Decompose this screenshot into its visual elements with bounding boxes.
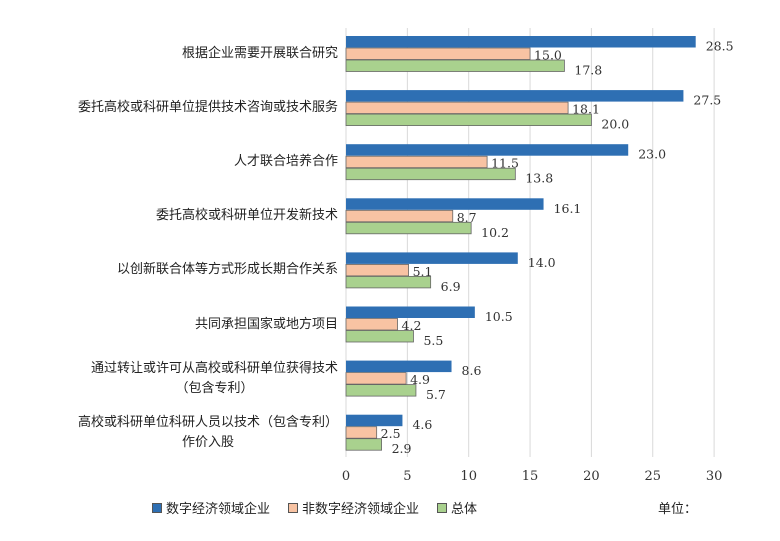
bar-1-4: [346, 252, 518, 264]
data-label: 10.5: [485, 309, 513, 324]
legend-swatch: [437, 502, 448, 513]
bar-2-4: [345, 263, 409, 277]
category-label-line: 以创新联合体等方式形成长期合作关系: [116, 262, 338, 278]
category-label: 以创新联合体等方式形成长期合作关系: [117, 260, 338, 280]
category-label: 人才联合培养合作: [234, 152, 338, 172]
legend-item: 总体: [437, 498, 477, 517]
category-label: 通过转让或许可从高校或科研单位获得技术 （包含专利）: [91, 359, 338, 399]
data-label: 16.1: [554, 201, 582, 216]
data-label: 13.8: [525, 171, 553, 186]
bar-2-6: [345, 372, 407, 385]
x-tick-label: 10: [460, 469, 477, 484]
data-label: 23.0: [638, 147, 666, 162]
data-label: 17.8: [574, 63, 602, 78]
bar-1-0: [346, 36, 696, 48]
data-label: 8.7: [457, 210, 477, 225]
data-label: 4.2: [402, 318, 422, 333]
category-label-line: （包含专利）: [175, 380, 254, 396]
data-label: 10.2: [481, 225, 509, 240]
category-label: 共同承担国家或地方项目: [195, 315, 338, 335]
legend-label: 非数字经济领域企业: [302, 502, 420, 517]
data-label: 11.5: [491, 156, 519, 171]
legend-item: 数字经济领域企业: [152, 498, 270, 517]
data-label: 8.6: [462, 363, 482, 378]
category-label-line: 人才联合培养合作: [233, 154, 338, 170]
bar-2-1: [345, 101, 569, 114]
data-label: 5.5: [423, 333, 443, 348]
legend: 数字经济领域企业 非数字经济领域企业 总体: [152, 498, 477, 517]
bar-3-6: [345, 384, 417, 397]
bar-2-3: [345, 209, 454, 223]
category-label-line: 委托高校或科研单位开发新技术: [155, 208, 338, 224]
bar-1-7: [346, 414, 403, 427]
category-label-line: 共同承担国家或地方项目: [194, 316, 338, 332]
legend-item: 非数字经济领域企业: [288, 498, 419, 517]
data-label: 4.9: [410, 372, 430, 387]
category-label-line: 委托高校或科研单位提供技术咨询或技术服务: [77, 100, 338, 116]
data-label: 6.9: [441, 279, 461, 294]
data-label: 2.5: [381, 426, 401, 441]
legend-label: 总体: [451, 502, 478, 517]
x-tick-label: 30: [706, 469, 723, 484]
x-tick-label: 15: [522, 469, 539, 484]
bar-1-1: [346, 90, 684, 102]
data-label: 27.5: [693, 93, 721, 108]
data-label: 20.0: [601, 117, 629, 132]
data-label: 15.0: [534, 48, 562, 63]
data-label: 5.1: [413, 264, 433, 279]
bar-2-7: [345, 426, 378, 439]
category-label: 委托高校或科研单位提供技术咨询或技术服务: [78, 98, 338, 118]
bar-1-6: [346, 360, 452, 373]
bar-2-2: [345, 155, 488, 169]
bar-3-5: [345, 330, 414, 343]
bar-3-0: [345, 59, 565, 72]
x-tick-label: 5: [403, 469, 411, 484]
category-label-line: 根据企业需要开展联合研究: [181, 46, 338, 61]
category-label-line: 通过转让或许可从高校或科研单位获得技术: [90, 360, 338, 376]
bar-3-4: [345, 275, 432, 289]
category-label: 根据企业需要开展联合研究: [182, 44, 338, 64]
data-label: 4.6: [412, 417, 432, 432]
data-label: 5.7: [426, 387, 446, 402]
data-label: 18.1: [572, 102, 600, 117]
category-label: 高校或科研单位科研人员以技术（包含专利） 作价入股: [78, 413, 338, 453]
bar-1-5: [346, 306, 475, 318]
legend-swatch: [152, 502, 162, 513]
x-tick-label: 0: [342, 469, 350, 484]
unit-label: 单位：: [658, 502, 698, 517]
bar-3-1: [345, 113, 592, 126]
data-label: 14.0: [528, 255, 556, 270]
x-tick-label: 25: [644, 469, 661, 484]
category-label-line: 高校或科研单位科研人员以技术（包含专利）: [77, 414, 338, 430]
bar-3-7: [345, 438, 382, 451]
data-label: 2.9: [392, 441, 412, 456]
bar-2-0: [345, 47, 531, 60]
x-tick-label: 20: [583, 469, 600, 484]
data-label: 28.5: [706, 39, 734, 54]
legend-label: 数字经济领域企业: [166, 502, 271, 517]
category-label: 委托高校或科研单位开发新技术: [156, 206, 338, 226]
category-label-line: 作价入股: [181, 434, 234, 450]
bar-2-5: [345, 318, 398, 331]
legend-swatch: [288, 502, 299, 513]
bar-1-3: [346, 198, 544, 210]
bar-3-3: [345, 221, 472, 235]
bar-3-2: [345, 167, 516, 181]
bar-1-2: [346, 144, 629, 156]
